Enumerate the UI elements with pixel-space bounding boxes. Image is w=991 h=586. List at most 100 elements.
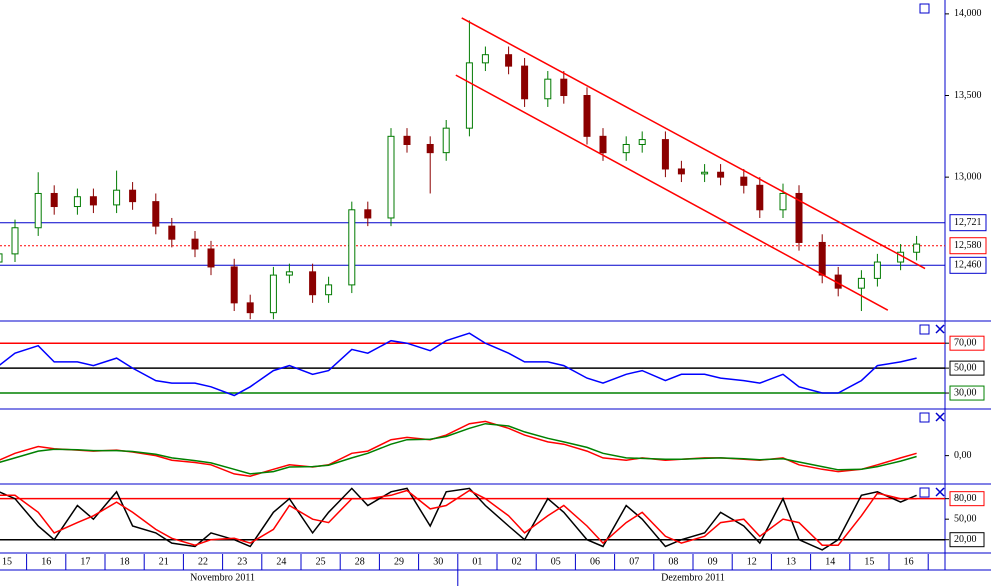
level-label: 12,580 (954, 240, 982, 251)
candle-body (638, 139, 646, 145)
level-label: 12,721 (954, 217, 982, 228)
candle-body (818, 241, 826, 276)
candle-body (207, 248, 215, 268)
x-tick-label: 16 (41, 556, 51, 567)
indicator-line (0, 422, 917, 475)
window-icon[interactable] (919, 3, 930, 14)
x-tick-label: 02 (512, 556, 522, 567)
y-tick-label: 80,00 (954, 493, 977, 504)
indicator-line (0, 487, 917, 551)
label-box (949, 237, 987, 255)
candle-body (442, 127, 450, 154)
close-icon[interactable] (935, 487, 945, 497)
candle-body (465, 62, 473, 129)
candle-body (677, 168, 685, 175)
close-icon[interactable] (935, 412, 945, 422)
label-box (949, 491, 985, 507)
x-tick-label: 05 (551, 556, 561, 567)
candle-body (129, 189, 137, 203)
window-icon[interactable] (919, 412, 930, 423)
x-tick-label: 12 (747, 556, 757, 567)
trendline (461, 17, 926, 270)
x-tick-label: 24 (276, 556, 286, 567)
candle-body (309, 271, 317, 296)
y-tick-label: 0,00 (954, 450, 972, 461)
y-tick-label: 70,00 (954, 337, 977, 348)
candle-body (168, 225, 176, 240)
y-tick-label: 13,500 (954, 90, 982, 101)
x-tick-label: 29 (394, 556, 404, 567)
x-tick-label: 14 (825, 556, 835, 567)
candle-body (364, 209, 372, 219)
x-tick-label: 30 (433, 556, 443, 567)
panel: 14,000 13,500 13,000 12,721 12,580 12,460 (0, 8, 987, 320)
candle-body (661, 139, 669, 170)
panel: 80,00 50,00 20,00 (0, 487, 985, 551)
label-box (949, 256, 987, 274)
candle-body (913, 243, 921, 253)
window-icon[interactable] (919, 324, 930, 335)
label-box (949, 532, 985, 548)
close-icon[interactable] (935, 324, 945, 334)
x-tick-label: 08 (668, 556, 678, 567)
x-tick-label: 28 (355, 556, 365, 567)
candle-body (73, 196, 81, 208)
panel: 70,00 50,00 30,00 (0, 332, 985, 401)
level-label: 12,460 (954, 260, 982, 271)
candle-body (795, 192, 803, 243)
window-icon[interactable] (919, 487, 930, 498)
candle-body (873, 261, 881, 279)
x-tick-label: 21 (159, 556, 169, 567)
x-tick-label: 13 (786, 556, 796, 567)
x-tick-label: 25 (316, 556, 326, 567)
candle-body (544, 78, 552, 100)
candle-body (622, 143, 630, 154)
x-tick-label: 17 (80, 556, 90, 567)
label-box (949, 335, 985, 351)
x-tick-label: 16 (904, 556, 914, 567)
trendline (455, 74, 889, 311)
candle-body (426, 143, 434, 154)
candle-body (756, 184, 764, 211)
x-tick-label: 23 (237, 556, 247, 567)
candle-body (599, 135, 607, 154)
candle-body (521, 65, 529, 100)
candle-body (34, 192, 42, 229)
panel: 0,00 (0, 420, 972, 477)
candle-body (717, 171, 725, 178)
y-tick-label: 50,00 (954, 362, 977, 373)
candle-body (740, 176, 748, 186)
x-tick-label: 22 (198, 556, 208, 567)
x-tick-label: 15 (864, 556, 874, 567)
panel-icons (919, 3, 945, 498)
candle-body (285, 271, 293, 276)
candle-body (11, 227, 19, 255)
y-tick-label: 14,000 (954, 8, 982, 19)
candle-body (403, 135, 411, 145)
candle-body (152, 201, 160, 227)
label-box (949, 360, 985, 376)
candle-body (246, 302, 254, 314)
candle-body (269, 274, 277, 314)
candle-body (230, 266, 238, 304)
candle-body (857, 277, 865, 289)
indicator-line (0, 332, 917, 397)
month-label: Dezembro 2011 (661, 572, 725, 583)
y-tick-label: 13,000 (954, 171, 982, 182)
x-tick-label: 09 (708, 556, 718, 567)
x-tick-label: 01 (472, 556, 482, 567)
candle-body (89, 196, 97, 206)
label-box (949, 385, 985, 401)
candle-body (0, 253, 3, 263)
month-label: Novembro 2011 (190, 572, 255, 583)
candle-body (348, 209, 356, 286)
candle-body (481, 54, 489, 64)
indicator-line (0, 489, 917, 546)
candle-body (505, 54, 513, 67)
candle-body (113, 189, 121, 206)
candle-body (560, 78, 568, 97)
candle-body (191, 238, 199, 250)
candle-body (583, 95, 591, 137)
